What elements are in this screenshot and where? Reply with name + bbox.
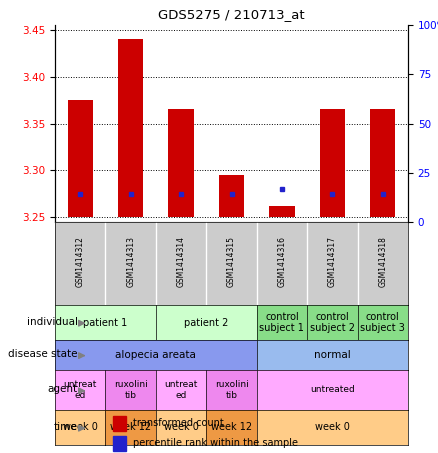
Title: GDS5275 / 210713_at: GDS5275 / 210713_at: [158, 8, 305, 21]
Text: untreat
ed: untreat ed: [64, 381, 97, 400]
Bar: [118, 39, 143, 217]
Text: GSM1414315: GSM1414315: [227, 236, 236, 287]
Text: percentile rank within the sample: percentile rank within the sample: [133, 439, 297, 448]
Text: week 12: week 12: [110, 423, 151, 433]
Text: week 0: week 0: [63, 423, 98, 433]
Text: individual: individual: [27, 317, 78, 327]
Bar: [269, 206, 294, 217]
Text: patient 1: patient 1: [83, 318, 127, 328]
Bar: [169, 110, 194, 217]
Text: agent: agent: [48, 384, 78, 394]
Text: disease state: disease state: [8, 349, 78, 359]
Text: GSM1414314: GSM1414314: [177, 236, 186, 287]
Text: ruxolini
tib: ruxolini tib: [114, 381, 148, 400]
Bar: [113, 416, 126, 431]
Text: normal: normal: [314, 350, 351, 360]
Bar: [219, 175, 244, 217]
Bar: [320, 110, 345, 217]
Text: GSM1414316: GSM1414316: [277, 236, 286, 287]
Text: control
subject 2: control subject 2: [310, 312, 355, 333]
Bar: [67, 100, 93, 217]
Text: transformed count: transformed count: [133, 419, 223, 429]
Text: untreat
ed: untreat ed: [164, 381, 198, 400]
Text: patient 2: patient 2: [184, 318, 229, 328]
Text: ruxolini
tib: ruxolini tib: [215, 381, 248, 400]
Text: week 0: week 0: [315, 423, 350, 433]
Bar: [370, 110, 396, 217]
Text: GSM1414318: GSM1414318: [378, 236, 387, 287]
Text: GSM1414313: GSM1414313: [126, 236, 135, 287]
Text: control
subject 1: control subject 1: [259, 312, 304, 333]
Text: time: time: [54, 422, 78, 432]
Text: week 12: week 12: [211, 423, 252, 433]
Bar: [113, 436, 126, 451]
Text: week 0: week 0: [164, 423, 198, 433]
Text: alopecia areata: alopecia areata: [116, 350, 196, 360]
Text: control
subject 3: control subject 3: [360, 312, 405, 333]
Text: GSM1414317: GSM1414317: [328, 236, 337, 287]
Text: untreated: untreated: [310, 386, 355, 395]
Text: GSM1414312: GSM1414312: [76, 236, 85, 287]
